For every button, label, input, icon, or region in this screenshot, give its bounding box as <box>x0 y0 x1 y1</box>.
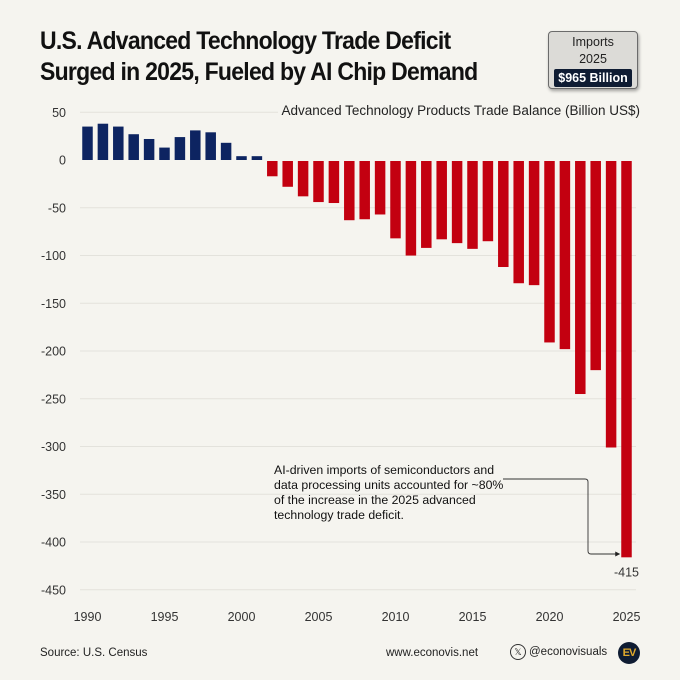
title-line-2: Surged in 2025, Fueled by AI Chip Demand <box>40 58 478 86</box>
data-label: -415 <box>614 565 639 579</box>
y-tick-label: -100 <box>41 249 66 263</box>
bar-2007 <box>344 161 355 221</box>
bar-2016 <box>482 161 494 242</box>
bar-2005 <box>313 161 324 203</box>
econovis-logo: EV <box>618 642 640 664</box>
bar-2019 <box>528 161 540 286</box>
y-tick-label: -400 <box>41 536 66 550</box>
bar-2003 <box>282 161 293 187</box>
source-text: Source: U.S. Census <box>40 647 148 659</box>
bar-2002 <box>267 161 278 177</box>
bar-1994 <box>143 138 155 160</box>
x-tick-label: 2005 <box>305 610 333 624</box>
annotation-text: AI-driven imports of semiconductors and … <box>274 463 503 523</box>
title-line-1: U.S. Advanced Technology Trade Deficit <box>40 27 451 55</box>
x-logo-icon: 𝕏 <box>510 644 526 660</box>
chart-subtitle: Advanced Technology Products Trade Balan… <box>277 103 640 118</box>
y-tick-label: 50 <box>52 106 66 120</box>
website-link[interactable]: www.econovis.net <box>386 647 479 659</box>
annotation-connector <box>503 478 621 557</box>
bar-1991 <box>97 123 109 160</box>
bar-2020 <box>544 161 555 343</box>
bar-2023 <box>590 161 601 371</box>
y-tick-label: -250 <box>41 392 66 406</box>
bar-1997 <box>190 130 201 160</box>
bar-2006 <box>328 161 340 204</box>
bar-2014 <box>451 161 463 244</box>
bar-2011 <box>405 161 417 256</box>
bar-2009 <box>374 161 386 215</box>
bar-2024 <box>605 161 617 448</box>
bar-2017 <box>498 161 509 268</box>
x-tick-label: 2010 <box>382 610 410 624</box>
x-tick-label: 2020 <box>536 610 564 624</box>
connector-line <box>503 478 619 555</box>
bar-1998 <box>205 132 216 160</box>
y-axis-ticks: 50 0 -50 -100 -150 -200 -250 -300 -350 -400 -450 <box>41 106 66 598</box>
bar-2021 <box>559 161 571 350</box>
y-tick-label: -150 <box>41 297 66 311</box>
data-labels: -415 <box>614 565 639 579</box>
x-tick-label: 2000 <box>228 610 256 624</box>
y-tick-label: -200 <box>41 345 66 359</box>
bar-2018 <box>513 161 524 284</box>
bar-1990 <box>82 126 93 160</box>
annotation-line: technology trade deficit. <box>274 508 404 522</box>
annotation-line: of the increase in the 2025 advanced <box>274 493 476 507</box>
badge-label-2: 2025 <box>579 52 607 66</box>
annotation-line: AI-driven imports of semiconductors and <box>274 463 495 477</box>
bar-1993 <box>128 134 139 160</box>
y-tick-label: -450 <box>41 583 66 597</box>
annotation-line: data processing units accounted for ~80% <box>274 478 504 492</box>
bar-2000 <box>236 156 247 160</box>
arrow-head-icon <box>615 551 621 557</box>
bars <box>82 123 632 558</box>
bar-2022 <box>575 161 586 395</box>
social-link[interactable]: 𝕏 @econovisuals <box>510 644 607 660</box>
badge-value: $965 Billion <box>554 69 632 87</box>
bar-2012 <box>421 161 432 248</box>
y-tick-label: -50 <box>48 201 66 215</box>
bar-2025 <box>621 161 632 558</box>
badge-label-1: Imports <box>572 35 614 49</box>
bar-2015 <box>467 161 478 249</box>
imports-badge: Imports 2025 $965 Billion <box>548 31 638 89</box>
bar-2010 <box>390 161 401 239</box>
bar-1999 <box>220 142 232 160</box>
y-tick-label: -350 <box>41 488 66 502</box>
x-tick-label: 1990 <box>74 610 102 624</box>
y-tick-label: -300 <box>41 440 66 454</box>
chart-title: U.S. Advanced Technology Trade Deficit S… <box>40 26 478 88</box>
bar-1992 <box>113 126 124 160</box>
bar-1996 <box>174 137 186 160</box>
bar-1995 <box>159 147 170 160</box>
x-axis-ticks: 1990 1995 2000 2005 2010 2015 2020 2025 <box>74 610 641 624</box>
bar-2013 <box>436 161 447 240</box>
y-tick-label: 0 <box>59 154 66 168</box>
bar-2004 <box>297 161 309 197</box>
bar-2008 <box>359 161 370 220</box>
x-tick-label: 2015 <box>459 610 487 624</box>
x-tick-label: 2025 <box>613 610 641 624</box>
social-handle: @econovisuals <box>529 646 608 658</box>
x-tick-label: 1995 <box>151 610 179 624</box>
bar-2001 <box>251 156 263 160</box>
